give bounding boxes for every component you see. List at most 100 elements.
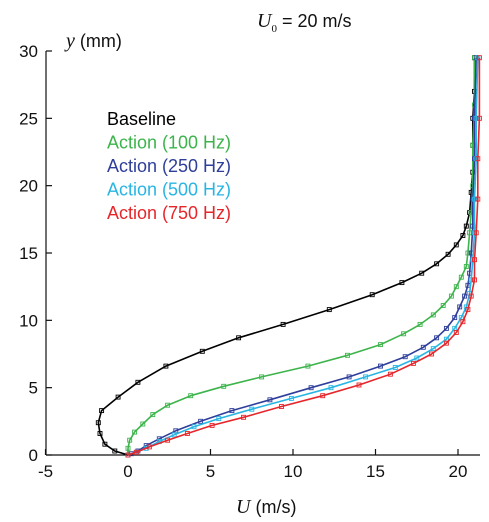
data-point <box>209 422 215 428</box>
data-point <box>430 346 436 352</box>
x-tick-label: 20 <box>449 462 468 481</box>
data-point <box>191 424 197 430</box>
data-point <box>267 397 273 403</box>
data-point <box>112 448 118 454</box>
data-point <box>452 315 458 321</box>
data-point <box>320 393 326 399</box>
data-point <box>140 421 146 427</box>
data-point <box>467 230 473 236</box>
data-point <box>216 416 222 422</box>
data-point <box>356 382 362 388</box>
data-point <box>414 355 420 361</box>
data-point <box>410 360 416 366</box>
data-point <box>463 223 469 229</box>
data-point <box>476 115 482 121</box>
data-point <box>236 335 242 341</box>
y-tick-label: 25 <box>19 109 38 128</box>
x-axis-title: U (m/s) <box>236 496 296 518</box>
data-point <box>221 383 227 389</box>
series-line <box>127 57 479 456</box>
x-tick-label: 0 <box>123 462 132 481</box>
data-point <box>125 445 131 451</box>
series-line <box>127 57 481 456</box>
x-axis-unit: (m/s) <box>250 497 296 517</box>
data-point <box>448 293 454 299</box>
data-point <box>288 395 294 401</box>
legend: Baseline Action (100 Hz) Action (250 Hz) Ac… <box>107 109 231 223</box>
data-point <box>199 348 205 354</box>
x-axis-ticks: -5 0 5 10 15 20 <box>38 449 468 481</box>
data-point <box>468 277 474 283</box>
data-point <box>378 342 383 348</box>
data-point <box>378 363 383 369</box>
data-point <box>472 277 477 283</box>
data-point <box>163 363 169 369</box>
y-axis-ticks: 0 5 10 15 20 25 30 <box>19 42 52 465</box>
data-point <box>453 242 459 248</box>
data-point <box>125 452 131 458</box>
data-point <box>146 444 152 450</box>
data-point <box>402 354 408 360</box>
data-point <box>468 293 474 299</box>
data-point <box>95 420 101 426</box>
legend-entry: Baseline <box>107 109 176 129</box>
freestream-annotation: U0 = 20 m/s <box>257 10 351 35</box>
data-point <box>102 441 108 447</box>
x-axis-symbol: U <box>236 496 252 518</box>
data-point <box>229 408 235 414</box>
data-point <box>135 379 141 385</box>
data-point <box>440 303 446 308</box>
data-point <box>460 319 466 325</box>
data-point <box>188 393 194 399</box>
y-axis-symbol: y <box>64 30 75 52</box>
series-layer <box>95 55 482 458</box>
data-point <box>369 292 375 298</box>
series-1 <box>125 55 477 458</box>
data-point <box>346 374 352 380</box>
y-axis-title: y (mm) <box>64 30 122 52</box>
data-point <box>241 414 246 420</box>
data-point <box>392 365 398 370</box>
data-point <box>326 307 332 313</box>
data-point <box>401 331 407 337</box>
x-tick-label: 10 <box>284 462 303 481</box>
y-tick-label: 5 <box>29 379 38 398</box>
data-point <box>457 304 463 310</box>
data-point <box>305 363 311 369</box>
legend-entry: Action (100 Hz) <box>107 133 231 153</box>
data-point <box>127 437 133 443</box>
data-point <box>434 335 440 341</box>
y-tick-label: 10 <box>19 311 38 330</box>
data-point <box>420 344 426 350</box>
data-point <box>363 374 369 380</box>
data-point <box>184 431 190 436</box>
data-point <box>165 437 171 443</box>
data-point <box>473 230 479 236</box>
data-point <box>279 404 284 409</box>
data-point <box>473 115 479 121</box>
data-point <box>417 321 423 327</box>
data-point <box>419 270 425 276</box>
data-point <box>171 432 177 438</box>
data-point <box>445 251 451 257</box>
data-point <box>460 233 466 238</box>
data-point <box>99 408 105 414</box>
series-3 <box>125 55 481 458</box>
data-point <box>476 55 482 61</box>
legend-entry: Action (250 Hz) <box>107 156 231 176</box>
data-point <box>259 374 265 380</box>
data-point <box>463 264 469 269</box>
freestream-subscript: 0 <box>271 23 277 35</box>
data-point <box>465 250 471 256</box>
data-point <box>198 418 204 424</box>
data-point <box>308 385 314 391</box>
data-point <box>443 325 449 331</box>
data-point <box>345 352 350 358</box>
data-point <box>97 431 103 436</box>
legend-entry: Action (750 Hz) <box>107 203 231 223</box>
x-tick-label: -5 <box>38 462 53 481</box>
data-point <box>328 385 334 391</box>
y-tick-label: 0 <box>29 446 38 465</box>
